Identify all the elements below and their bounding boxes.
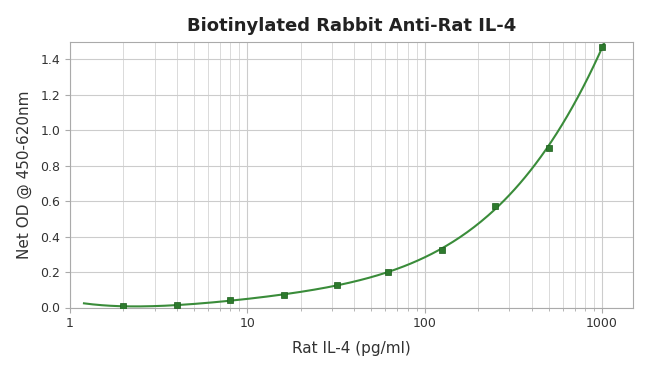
Y-axis label: Net OD @ 450-620nm: Net OD @ 450-620nm (17, 90, 32, 259)
X-axis label: Rat IL-4 (pg/ml): Rat IL-4 (pg/ml) (292, 341, 411, 356)
Title: Biotinylated Rabbit Anti-Rat IL-4: Biotinylated Rabbit Anti-Rat IL-4 (187, 17, 516, 35)
